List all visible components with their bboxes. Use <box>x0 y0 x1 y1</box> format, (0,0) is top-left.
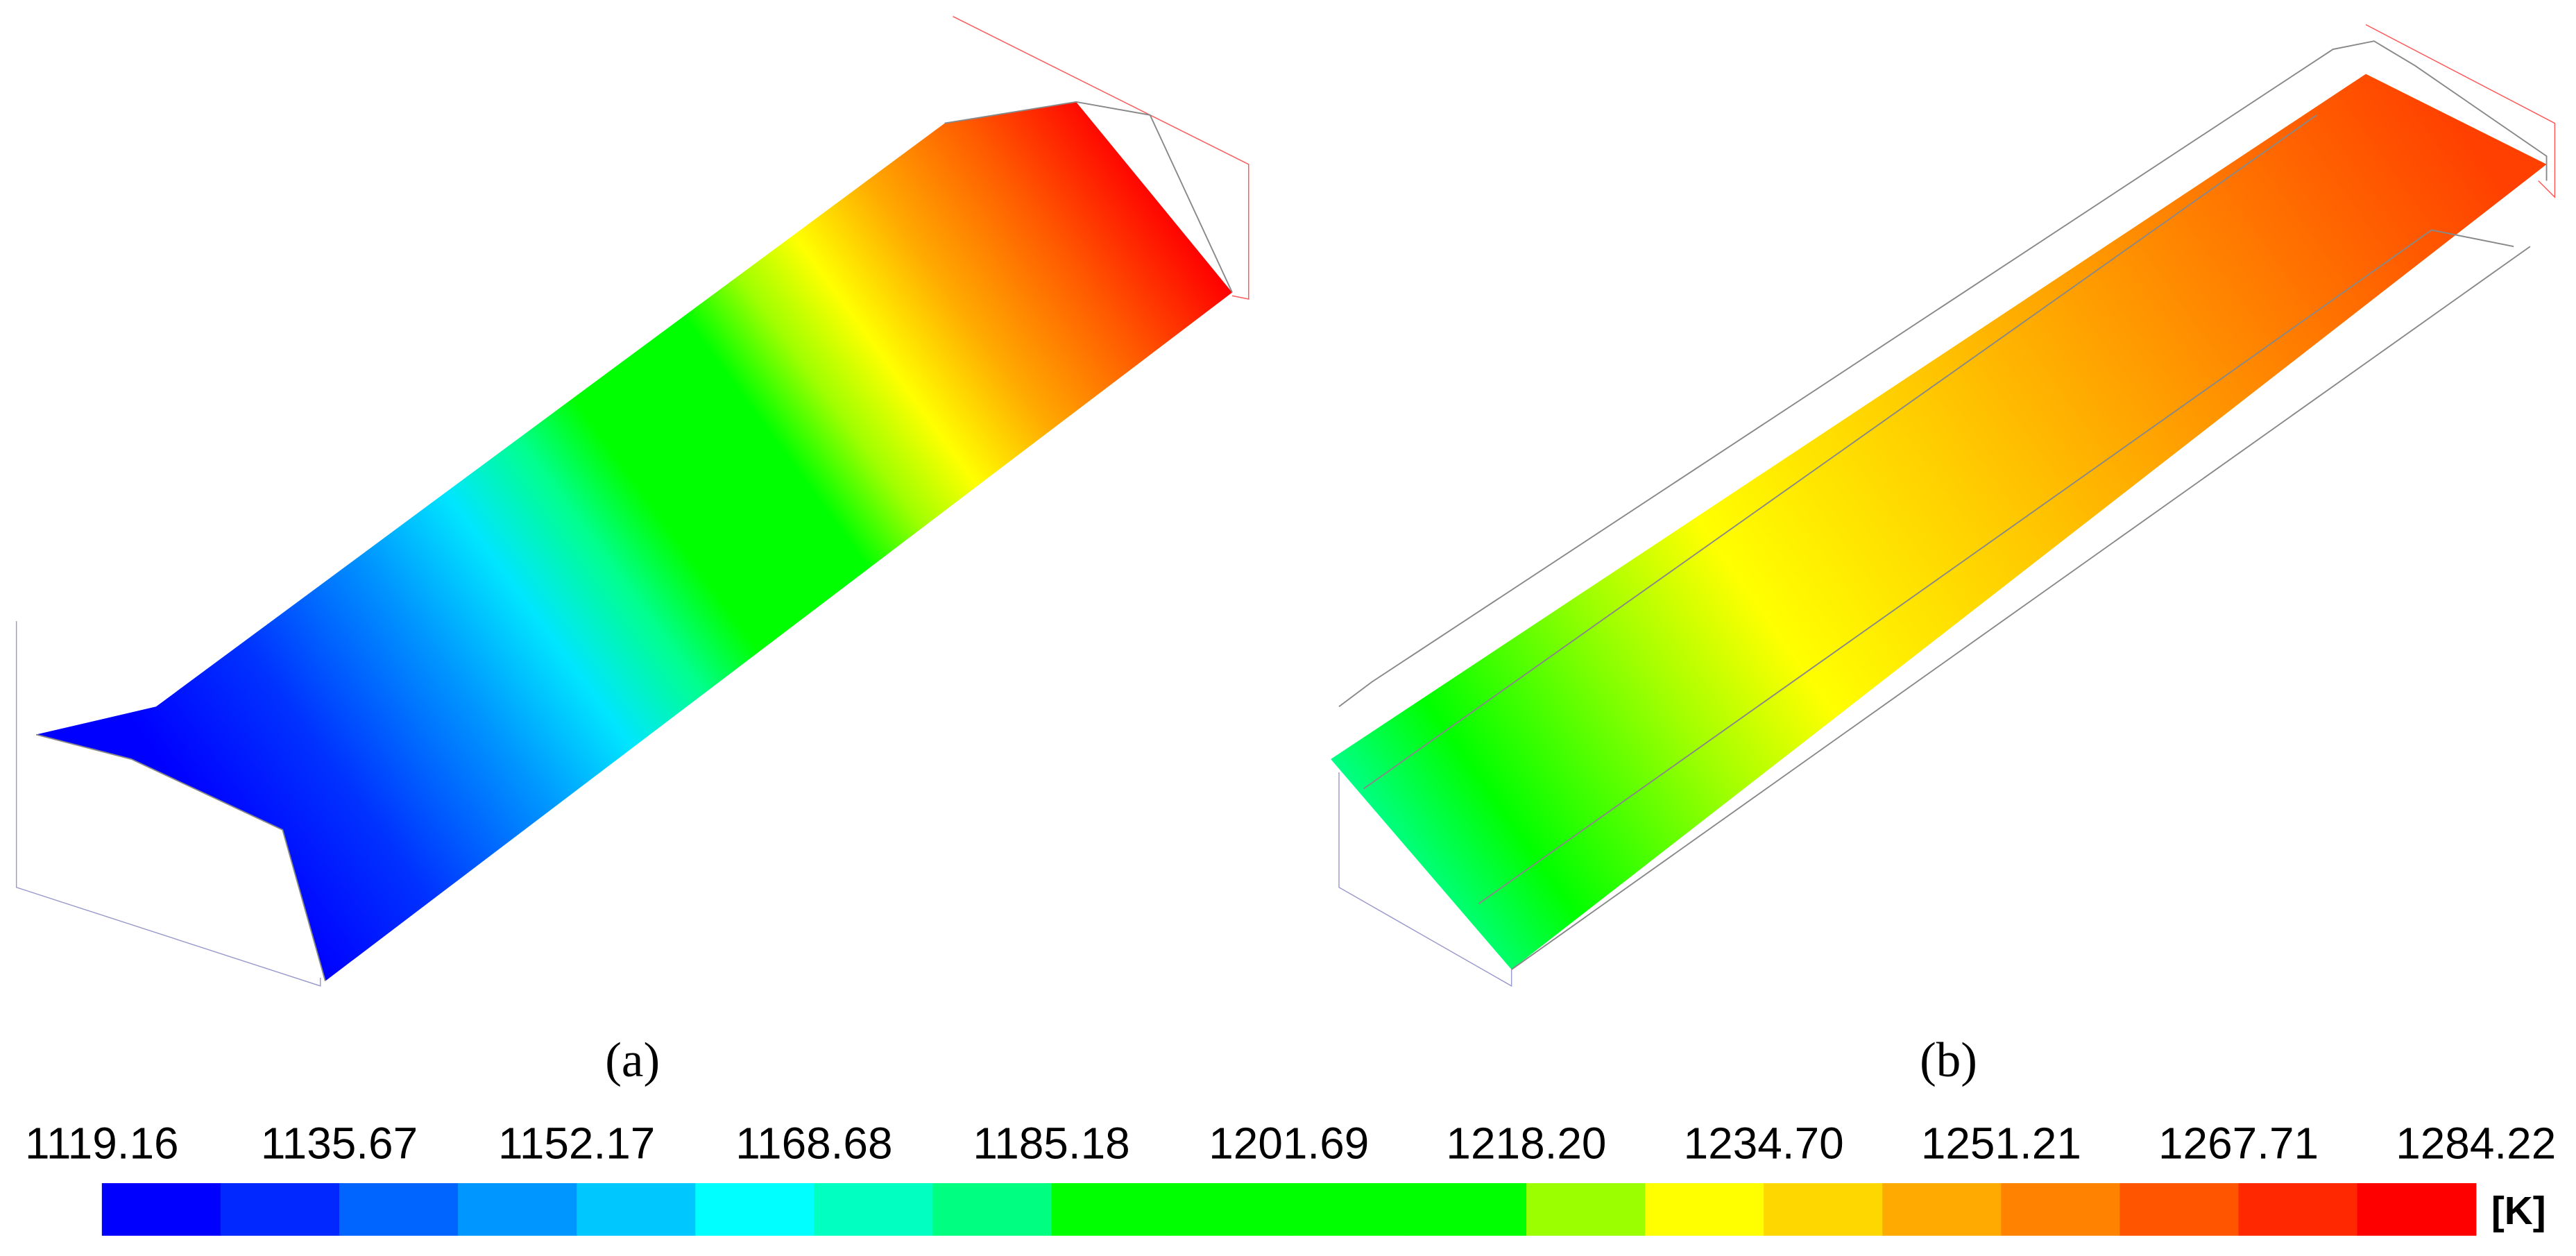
colorbar-tick-label: 1267.71 <box>2158 1119 2319 1169</box>
colorbar-segment <box>458 1183 577 1236</box>
colorbar-segment <box>2357 1183 2477 1236</box>
colorbar-segment <box>2001 1183 2121 1236</box>
panel-label: (a) <box>605 1033 660 1087</box>
colorbar-segment <box>2119 1183 2240 1236</box>
colorbar-tick-label: 1251.21 <box>1921 1119 2081 1169</box>
wireframe <box>35 733 326 982</box>
wireframe <box>1478 229 2514 905</box>
wireframe <box>1363 114 2317 790</box>
colorbar-segment <box>1526 1183 1646 1236</box>
colorbar-tick-label: 1135.67 <box>261 1119 418 1169</box>
colorbar-tick-label: 1218.20 <box>1446 1119 1606 1169</box>
colorbar-segment <box>1645 1183 1764 1236</box>
colorbar-segment <box>339 1183 459 1236</box>
colorbar-segment <box>814 1183 934 1236</box>
wireframe <box>2365 24 2556 198</box>
colorbar-segment <box>577 1183 697 1236</box>
colorbar-segment <box>220 1183 340 1236</box>
colorbar: 1119.16 1135.67 1152.17 1168.68 1185.18 1201.… <box>25 1119 2556 1236</box>
colorbar-tick-label: 1119.16 <box>25 1119 179 1169</box>
wireframe <box>1338 40 2548 708</box>
colorbar-tick-label: 1168.68 <box>735 1119 892 1169</box>
colorbar-segment <box>1764 1183 1883 1236</box>
colorbar-segment <box>2238 1183 2358 1236</box>
wireframe <box>953 16 1249 300</box>
colorbar-segment <box>1882 1183 2002 1236</box>
colorbar-tick-label: 1284.22 <box>2396 1119 2556 1169</box>
contour-surface-b <box>1331 74 2547 970</box>
wireframe <box>1338 772 1512 987</box>
contour-surface-a <box>36 101 1233 981</box>
wireframe <box>15 621 321 987</box>
colorbar-segment <box>101 1183 221 1236</box>
wireframe <box>944 101 1233 293</box>
colorbar-segment <box>1288 1183 1408 1236</box>
colorbar-segment <box>932 1183 1052 1236</box>
colorbar-segment <box>1407 1183 1527 1236</box>
colorbar-segment <box>1051 1183 1171 1236</box>
colorbar-tick-label: 1234.70 <box>1684 1119 1844 1169</box>
wireframe <box>1511 246 2531 970</box>
colorbar-tick-label: 1185.18 <box>973 1119 1129 1169</box>
colorbar-segment <box>695 1183 815 1236</box>
colorbar-tick-label: 1152.17 <box>498 1119 655 1169</box>
colorbar-segment <box>1170 1183 1290 1236</box>
panel-label: (b) <box>1920 1033 1977 1087</box>
colorbar-tick-label: 1201.69 <box>1209 1119 1369 1169</box>
colorbar-unit: [K] <box>2491 1189 2546 1233</box>
plots: (a) (b) 1119.16 1135.67 1152.17 1168.68 1185… <box>15 16 2556 1236</box>
